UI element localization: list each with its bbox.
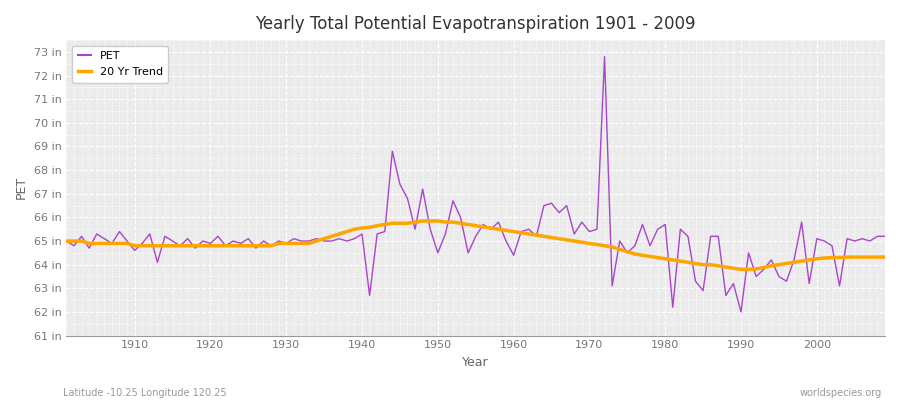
Legend: PET, 20 Yr Trend: PET, 20 Yr Trend: [72, 46, 168, 82]
Title: Yearly Total Potential Evapotranspiration 1901 - 2009: Yearly Total Potential Evapotranspiratio…: [256, 15, 696, 33]
Y-axis label: PET: PET: [15, 176, 28, 200]
Text: Latitude -10.25 Longitude 120.25: Latitude -10.25 Longitude 120.25: [63, 388, 227, 398]
Text: worldspecies.org: worldspecies.org: [800, 388, 882, 398]
X-axis label: Year: Year: [463, 356, 489, 369]
